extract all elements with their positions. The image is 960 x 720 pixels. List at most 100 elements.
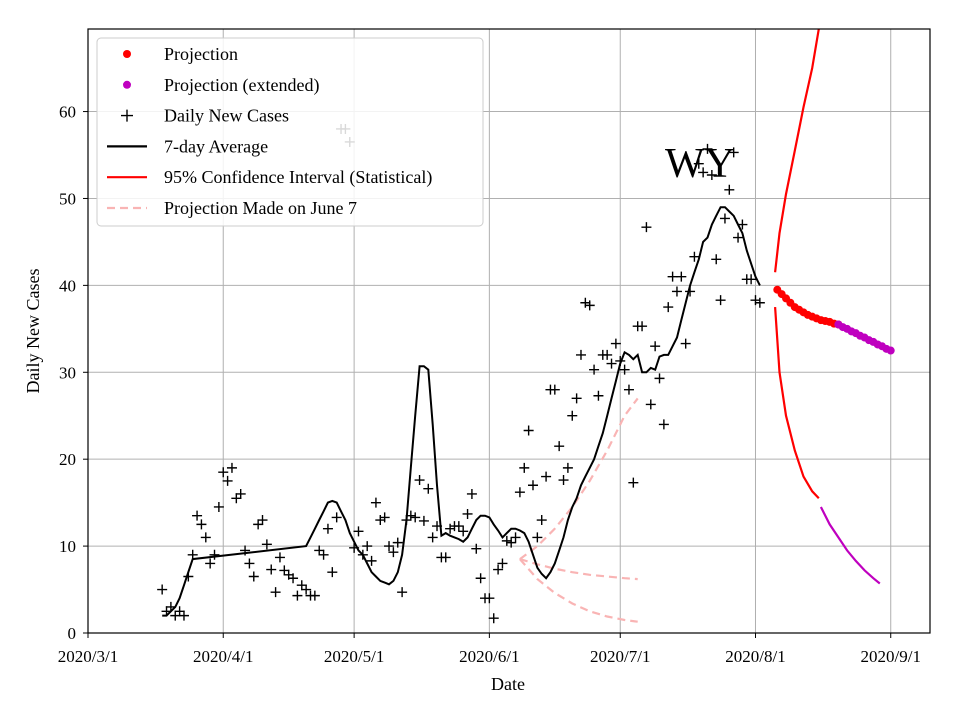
- daily-case-marker: [235, 488, 246, 499]
- daily-case-marker: [418, 515, 429, 526]
- daily-case-marker: [432, 521, 443, 532]
- daily-case-marker: [379, 512, 390, 523]
- daily-case-marker: [728, 147, 739, 158]
- y-tick-label: 60: [59, 103, 76, 122]
- daily-case-marker: [427, 532, 438, 543]
- legend-box: [96, 37, 484, 227]
- daily-case-marker: [754, 297, 765, 308]
- daily-case-marker: [257, 515, 268, 526]
- daily-case-marker: [488, 613, 499, 624]
- daily-case-marker: [392, 537, 403, 548]
- daily-case-marker: [711, 254, 722, 265]
- daily-case-marker: [541, 471, 552, 482]
- daily-case-marker: [375, 515, 386, 526]
- daily-case-marker: [589, 364, 600, 375]
- y-tick-label: 0: [68, 624, 77, 643]
- daily-case-marker: [301, 584, 312, 595]
- daily-case-marker: [593, 390, 604, 401]
- daily-case-marker: [200, 532, 211, 543]
- daily-case-marker: [532, 532, 543, 543]
- daily-case-marker: [549, 384, 560, 395]
- daily-case-marker: [584, 300, 595, 311]
- daily-case-marker: [445, 523, 456, 534]
- daily-case-marker: [724, 184, 735, 195]
- daily-case-marker: [453, 521, 464, 532]
- daily-case-marker: [288, 573, 299, 584]
- daily-case-marker: [641, 222, 652, 233]
- daily-case-marker: [410, 512, 421, 523]
- daily-case-marker: [706, 170, 717, 181]
- y-tick-label: 10: [59, 537, 76, 556]
- daily-case-marker: [157, 584, 168, 595]
- daily-case-marker: [562, 462, 573, 473]
- daily-case-marker: [384, 541, 395, 552]
- daily-case-marker: [213, 501, 224, 512]
- daily-case-marker: [645, 399, 656, 410]
- daily-case-marker: [331, 512, 342, 523]
- daily-case-marker: [623, 384, 634, 395]
- ci-upper-line: [774, 29, 820, 273]
- daily-case-marker: [658, 419, 669, 430]
- daily-case-marker: [314, 545, 325, 556]
- series-layer: [157, 29, 895, 624]
- daily-case-marker: [523, 425, 534, 436]
- plot-frame: [87, 28, 931, 634]
- daily-case-marker: [274, 552, 285, 563]
- daily-case-marker: [192, 510, 203, 521]
- y-tick-label: 50: [59, 189, 76, 208]
- daily-case-marker: [493, 564, 504, 575]
- daily-case-marker: [650, 341, 661, 352]
- daily-case-marker: [401, 515, 412, 526]
- x-axis-title: Date: [491, 674, 525, 694]
- daily-case-marker: [292, 590, 303, 601]
- daily-case-marker: [309, 590, 320, 601]
- daily-case-marker: [702, 143, 713, 154]
- daily-case-marker: [205, 558, 216, 569]
- daily-case-marker: [327, 567, 338, 578]
- daily-case-marker: [654, 373, 665, 384]
- daily-case-marker: [671, 286, 682, 297]
- daily-case-marker: [388, 547, 399, 558]
- daily-case-marker: [244, 558, 255, 569]
- daily-case-marker: [466, 488, 477, 499]
- daily-case-marker: [536, 515, 547, 526]
- daily-case-marker: [357, 549, 368, 560]
- daily-case-marker: [187, 549, 198, 560]
- legend: Projection Projection (extended) Daily New…: [96, 37, 484, 227]
- daily-case-marker: [370, 497, 381, 508]
- y-tick-label: 20: [59, 450, 76, 469]
- daily-case-marker: [414, 475, 425, 486]
- axes: 2020/3/1 2020/4/1 2020/5/1 2020/6/1 2020/7/1…: [58, 103, 921, 666]
- daily-case-marker: [183, 571, 194, 582]
- ci-lower-line: [774, 307, 820, 500]
- x-tick-label: 2020/4/1: [193, 647, 253, 666]
- daily-case-marker: [506, 537, 517, 548]
- daily-case-marker: [527, 480, 538, 491]
- daily-case-marker: [440, 552, 451, 563]
- daily-case-marker: [226, 462, 237, 473]
- daily-case-marker: [615, 355, 626, 366]
- daily-case-marker: [685, 286, 696, 297]
- projection-extended-point: [886, 346, 895, 355]
- legend-label: 7-day Average: [164, 136, 268, 156]
- daily-case-marker: [514, 487, 525, 498]
- daily-case-marker: [266, 564, 277, 575]
- daily-case-marker: [270, 587, 281, 598]
- legend-label: 95% Confidence Interval (Statistical): [164, 167, 432, 188]
- daily-case-marker: [209, 549, 220, 560]
- ci-lower-extended-line: [819, 506, 881, 585]
- daily-case-marker: [178, 610, 189, 621]
- june7-projection-lower: [519, 558, 638, 623]
- daily-case-marker: [253, 519, 264, 530]
- legend-label: Projection: [164, 44, 238, 64]
- daily-case-marker: [510, 532, 521, 543]
- daily-case-marker: [231, 493, 242, 504]
- daily-case-marker: [519, 462, 530, 473]
- daily-case-marker: [218, 467, 229, 478]
- x-tick-label: 2020/3/1: [58, 647, 118, 666]
- y-tick-label: 40: [59, 276, 76, 295]
- daily-case-marker: [501, 535, 512, 546]
- y-tick-label: 30: [59, 363, 76, 382]
- daily-case-marker: [349, 542, 360, 553]
